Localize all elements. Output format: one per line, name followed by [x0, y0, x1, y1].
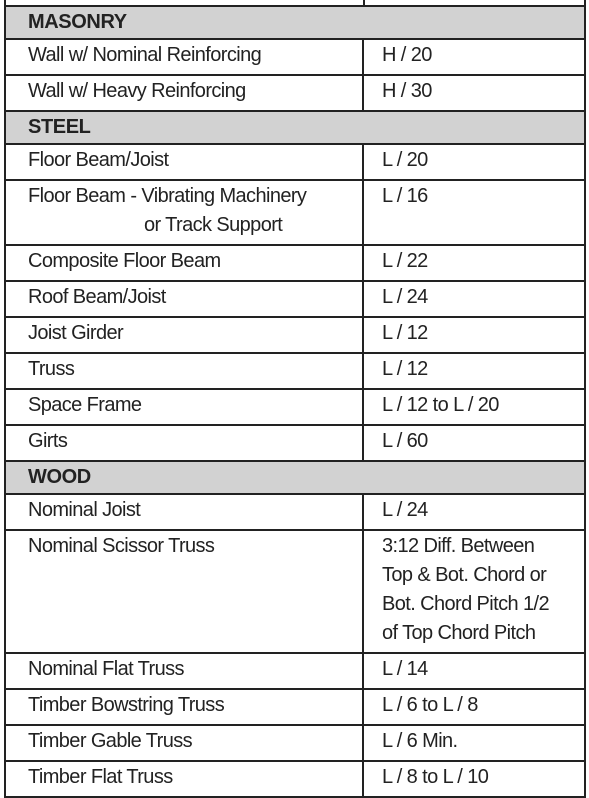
label-cell: Roof Beam/Joist — [6, 282, 364, 316]
table-row: Timber Gable Truss L / 6 Min. — [4, 724, 586, 760]
label-cell: Timber Flat Truss — [6, 762, 364, 796]
table-row: Nominal Scissor Truss 3:12 Diff. Between T… — [4, 529, 586, 652]
table-row: Timber Flat Truss L / 8 to L / 10 — [4, 760, 586, 798]
value-text: L / 16 — [382, 185, 428, 207]
label-cell: Timber Bowstring Truss — [6, 690, 364, 724]
table-row: Floor Beam/Joist L / 20 — [4, 143, 586, 179]
value-cell: L / 8 to L / 10 — [364, 762, 584, 796]
value-text: L / 6 Min. — [382, 730, 458, 752]
label-cell: Nominal Flat Truss — [6, 654, 364, 688]
value-text: H / 30 — [382, 80, 432, 102]
label-text: Nominal Scissor Truss — [28, 535, 215, 557]
value-text: L / 8 to L / 10 — [382, 766, 489, 788]
label-cell: Floor Beam/Joist — [6, 145, 364, 179]
label-cell: Wall w/ Heavy Reinforcing — [6, 76, 364, 110]
label-text: Girts — [28, 430, 68, 452]
top-border — [4, 0, 586, 5]
value-text: of Top Chord Pitch — [382, 622, 536, 644]
value-cell: L / 24 — [364, 282, 584, 316]
value-cell: H / 30 — [364, 76, 584, 110]
table-row: Joist Girder L / 12 — [4, 316, 586, 352]
label-text: Space Frame — [28, 394, 142, 416]
table-row: Floor Beam - Vibrating Machinery or Track… — [4, 179, 586, 244]
label-cell: Wall w/ Nominal Reinforcing — [6, 40, 364, 74]
table: MASONRY Wall w/ Nominal Reinforcing H / 20… — [4, 0, 586, 798]
value-text: L / 24 — [382, 286, 428, 308]
label-text: Joist Girder — [28, 322, 124, 344]
value-cell: L / 24 — [364, 495, 584, 529]
value-text: L / 24 — [382, 499, 428, 521]
label-text: Wall w/ Heavy Reinforcing — [28, 80, 246, 102]
value-text: H / 20 — [382, 44, 432, 66]
value-cell: L / 60 — [364, 426, 584, 460]
label-cell: Nominal Scissor Truss — [6, 531, 364, 652]
value-cell: L / 14 — [364, 654, 584, 688]
section-header: WOOD — [4, 460, 586, 493]
value-cell: L / 12 — [364, 354, 584, 388]
section-header: STEEL — [4, 110, 586, 143]
value-text: L / 20 — [382, 149, 428, 171]
value-text: Top & Bot. Chord or — [382, 564, 547, 586]
label-cell: Floor Beam - Vibrating Machinery or Track… — [6, 181, 364, 244]
value-cell: L / 20 — [364, 145, 584, 179]
value-text: L / 12 — [382, 322, 428, 344]
table-row: Composite Floor Beam L / 22 — [4, 244, 586, 280]
label-text: or Track Support — [144, 214, 283, 236]
table-row: Roof Beam/Joist L / 24 — [4, 280, 586, 316]
table-row: Girts L / 60 — [4, 424, 586, 460]
value-cell: L / 22 — [364, 246, 584, 280]
label-cell: Girts — [6, 426, 364, 460]
table-row: Wall w/ Nominal Reinforcing H / 20 — [4, 38, 586, 74]
section-header: MASONRY — [4, 5, 586, 38]
table-row: Timber Bowstring Truss L / 6 to L / 8 — [4, 688, 586, 724]
label-text: Timber Gable Truss — [28, 730, 193, 752]
value-text: L / 60 — [382, 430, 428, 452]
label-text: Timber Bowstring Truss — [28, 694, 225, 716]
page: MASONRY Wall w/ Nominal Reinforcing H / 20… — [4, 0, 586, 798]
label-text: Wall w/ Nominal Reinforcing — [28, 44, 262, 66]
value-cell: L / 12 — [364, 318, 584, 352]
value-cell: L / 16 — [364, 181, 584, 244]
value-cell: L / 6 to L / 8 — [364, 690, 584, 724]
value-text: 3:12 Diff. Between — [382, 535, 535, 557]
label-text: Roof Beam/Joist — [28, 286, 166, 308]
value-cell: 3:12 Diff. Between Top & Bot. Chord or Bot… — [364, 531, 584, 652]
label-text: Nominal Joist — [28, 499, 141, 521]
table-row: Wall w/ Heavy Reinforcing H / 30 — [4, 74, 586, 110]
value-text: L / 6 to L / 8 — [382, 694, 478, 716]
label-text: Floor Beam - Vibrating Machinery — [28, 185, 307, 207]
table-row: Nominal Flat Truss L / 14 — [4, 652, 586, 688]
label-cell: Timber Gable Truss — [6, 726, 364, 760]
label-cell: Truss — [6, 354, 364, 388]
table-row: Truss L / 12 — [4, 352, 586, 388]
value-text: L / 14 — [382, 658, 428, 680]
value-text: Bot. Chord Pitch 1/2 — [382, 593, 550, 615]
label-cell: Space Frame — [6, 390, 364, 424]
value-cell: L / 6 Min. — [364, 726, 584, 760]
label-text: Composite Floor Beam — [28, 250, 221, 272]
value-text: L / 12 — [382, 358, 428, 380]
table-row: Nominal Joist L / 24 — [4, 493, 586, 529]
label-cell: Composite Floor Beam — [6, 246, 364, 280]
label-text: Floor Beam/Joist — [28, 149, 169, 171]
label-text: Truss — [28, 358, 75, 380]
table-row: Space Frame L / 12 to L / 20 — [4, 388, 586, 424]
value-cell: H / 20 — [364, 40, 584, 74]
value-text: L / 12 to L / 20 — [382, 394, 499, 416]
value-cell: L / 12 to L / 20 — [364, 390, 584, 424]
value-text: L / 22 — [382, 250, 428, 272]
label-text: Timber Flat Truss — [28, 766, 173, 788]
label-cell: Joist Girder — [6, 318, 364, 352]
label-cell: Nominal Joist — [6, 495, 364, 529]
label-text: Nominal Flat Truss — [28, 658, 185, 680]
